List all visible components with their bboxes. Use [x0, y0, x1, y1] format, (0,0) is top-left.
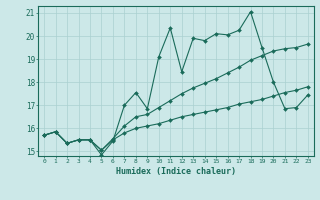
X-axis label: Humidex (Indice chaleur): Humidex (Indice chaleur): [116, 167, 236, 176]
